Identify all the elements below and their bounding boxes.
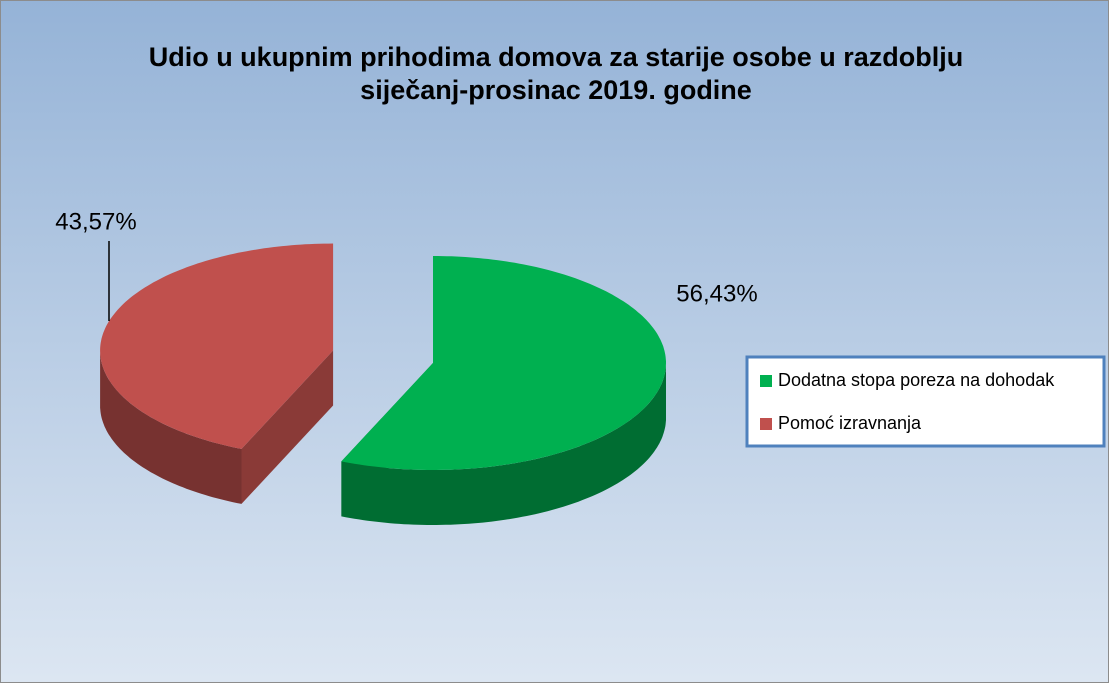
legend-label: Pomoć izravnanja (778, 413, 922, 433)
slice-side (341, 363, 666, 525)
slice-cut-face (241, 350, 334, 504)
slice-side (100, 350, 242, 504)
chart-title: Udio u ukupnim prihodima domova za stari… (148, 42, 964, 105)
data-label: 56,43% (676, 280, 757, 307)
pie-slice (341, 256, 666, 525)
pie-slice (100, 243, 334, 504)
data-label: 43,57% (55, 208, 136, 235)
slice (100, 243, 334, 449)
legend-box (745, 355, 1106, 448)
legend-swatch (760, 375, 772, 387)
legend-label: Dodatna stopa poreza na dohodak (778, 370, 1055, 390)
slice (341, 256, 666, 470)
legend-swatch (760, 418, 772, 430)
